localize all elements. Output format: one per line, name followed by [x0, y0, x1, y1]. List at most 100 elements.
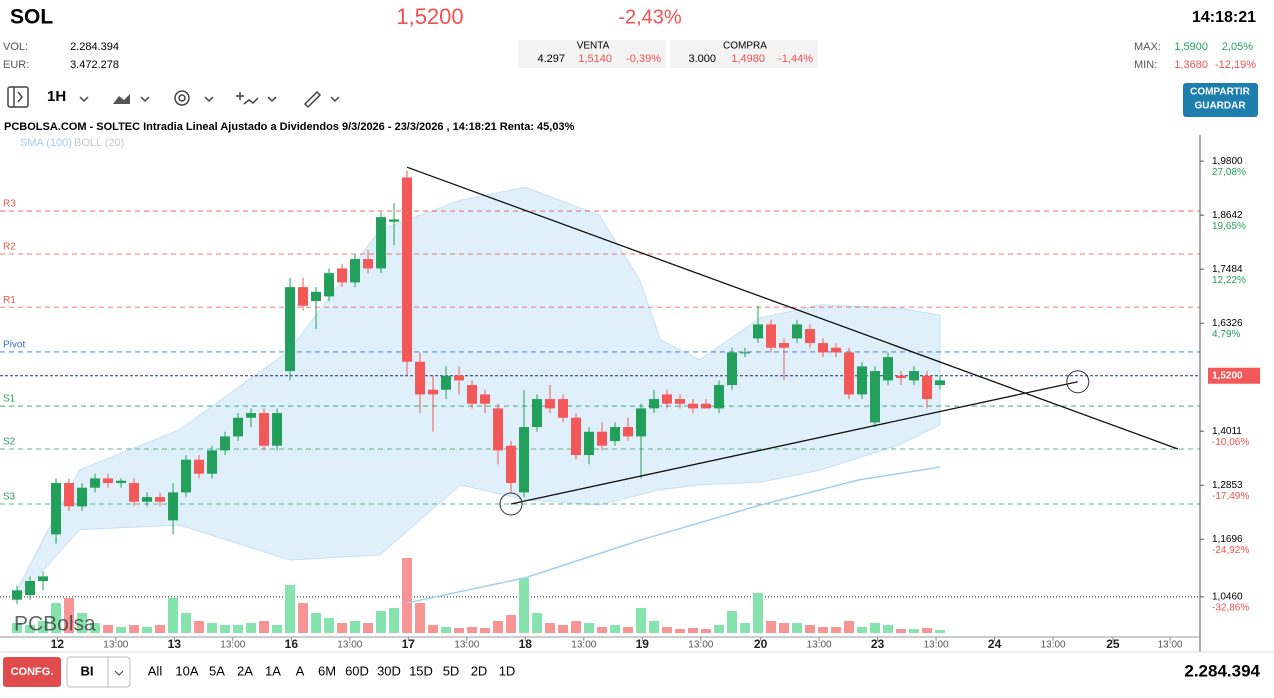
min-pct: -12,19%: [1215, 59, 1256, 71]
volume-bar: [701, 629, 712, 633]
candle-body: [194, 459, 205, 474]
candle-body: [350, 259, 361, 283]
interval[interactable]: 1H: [47, 88, 66, 105]
y-tick-label: 1,4011: [1212, 426, 1242, 437]
vol: 2.284.394: [70, 41, 119, 53]
range-button[interactable]: [288, 659, 312, 685]
volume-bar: [259, 621, 270, 633]
volume-bar: [428, 625, 439, 633]
volume-bar: [922, 628, 933, 633]
volume-bar: [363, 623, 374, 633]
price: 1,5200: [396, 4, 463, 29]
min: 1,3680: [1174, 59, 1208, 71]
legend-sma: SMA (100): [20, 137, 72, 149]
candle-body: [480, 394, 491, 404]
draw-icon[interactable]: [303, 90, 322, 109]
volume-bar: [90, 623, 101, 633]
candle-body: [220, 436, 231, 451]
x-tick-label: 13:00: [688, 640, 713, 651]
range-button[interactable]: [342, 659, 372, 685]
volume-bar: [649, 621, 660, 633]
range-button[interactable]: [172, 659, 202, 685]
panel-toggle[interactable]: [7, 86, 29, 108]
compra-box: [670, 40, 818, 68]
volume-bar: [766, 621, 777, 633]
volume-bar: [675, 629, 686, 633]
volume-bar: [207, 623, 218, 633]
range-button[interactable]: [406, 659, 436, 685]
range-label: 1A: [265, 663, 281, 678]
x-tick-label: 24: [988, 637, 1002, 651]
pivot-label: R2: [3, 242, 16, 253]
settings-icon[interactable]: [174, 90, 190, 106]
volume-bar: [51, 603, 62, 633]
candle-body: [506, 445, 517, 484]
chart-type-icon[interactable]: [113, 94, 130, 104]
volume-bar: [467, 627, 478, 633]
trendline-handle[interactable]: [1066, 370, 1090, 394]
candle-body: [272, 413, 283, 446]
range-button[interactable]: [260, 659, 286, 685]
y-tick-label: 1,1696: [1212, 534, 1243, 545]
chart-title: PCBOLSA.COM - SOLTEC Intradia Lineal Aju…: [4, 121, 575, 133]
volume-bar: [935, 630, 946, 633]
range-button[interactable]: [438, 659, 464, 685]
config-button[interactable]: [3, 657, 61, 687]
dropdown-arrow: [114, 670, 124, 676]
volume-bar: [194, 621, 205, 633]
range-button[interactable]: [140, 659, 170, 685]
volume-bar: [38, 621, 49, 633]
candle-body: [116, 480, 127, 484]
range-buttons: All 10A 5A 2A 1A A 6M 60D 30D 15D 5D 2D 1D: [140, 659, 520, 685]
volume-bar: [311, 613, 322, 633]
candle-body: [701, 403, 712, 409]
range-button[interactable]: [466, 659, 492, 685]
candle-body: [558, 399, 569, 418]
trendline-handle[interactable]: [499, 492, 523, 516]
candle-body: [571, 417, 582, 456]
icon: [13, 87, 23, 107]
candle-body: [493, 408, 504, 451]
x-tick-label: 13:00: [454, 640, 479, 651]
candle-body: [155, 497, 166, 502]
volume-bar: [168, 598, 179, 633]
candle-body: [142, 497, 153, 502]
x-tick-label: 13:00: [571, 640, 596, 651]
y-tick-pct: 19,65%: [1212, 221, 1246, 232]
candle-body: [545, 399, 556, 409]
candle-body: [584, 431, 595, 456]
range-label: 6M: [318, 663, 336, 678]
range-button[interactable]: [204, 659, 230, 685]
mode-select[interactable]: [66, 656, 131, 688]
volume-bar: [753, 593, 764, 633]
candle-body: [441, 375, 452, 390]
x-tick-label: 20: [754, 637, 768, 651]
candle-body: [311, 291, 322, 302]
range-label: 5A: [209, 663, 225, 678]
range-button[interactable]: [494, 659, 520, 685]
candle-body: [675, 399, 686, 404]
vol-label: VOL:: [3, 41, 28, 53]
candle-body: [25, 581, 36, 596]
y-tick-label: 1,6326: [1212, 318, 1243, 329]
candle-body: [636, 408, 647, 437]
indicators-icon[interactable]: [236, 92, 259, 105]
watermark: PCBolsa: [14, 613, 96, 636]
volume-bar: [103, 625, 114, 633]
range-button[interactable]: [314, 659, 340, 685]
eur: 3.472.278: [70, 59, 119, 71]
volume-bar: [571, 621, 582, 633]
candle-body: [662, 394, 673, 404]
max: 1,5900: [1174, 41, 1208, 53]
volume-bar: [909, 629, 920, 633]
share-button[interactable]: [1183, 83, 1258, 117]
volume-bar: [519, 578, 530, 633]
volume-bar: [376, 611, 387, 633]
volume-bar: [233, 625, 244, 633]
range-button[interactable]: [232, 659, 258, 685]
candle-body: [77, 487, 88, 507]
range-button[interactable]: [374, 659, 404, 685]
x-tick-label: 25: [1106, 637, 1120, 651]
volume-bar: [77, 613, 88, 633]
volume-bar: [857, 627, 868, 633]
